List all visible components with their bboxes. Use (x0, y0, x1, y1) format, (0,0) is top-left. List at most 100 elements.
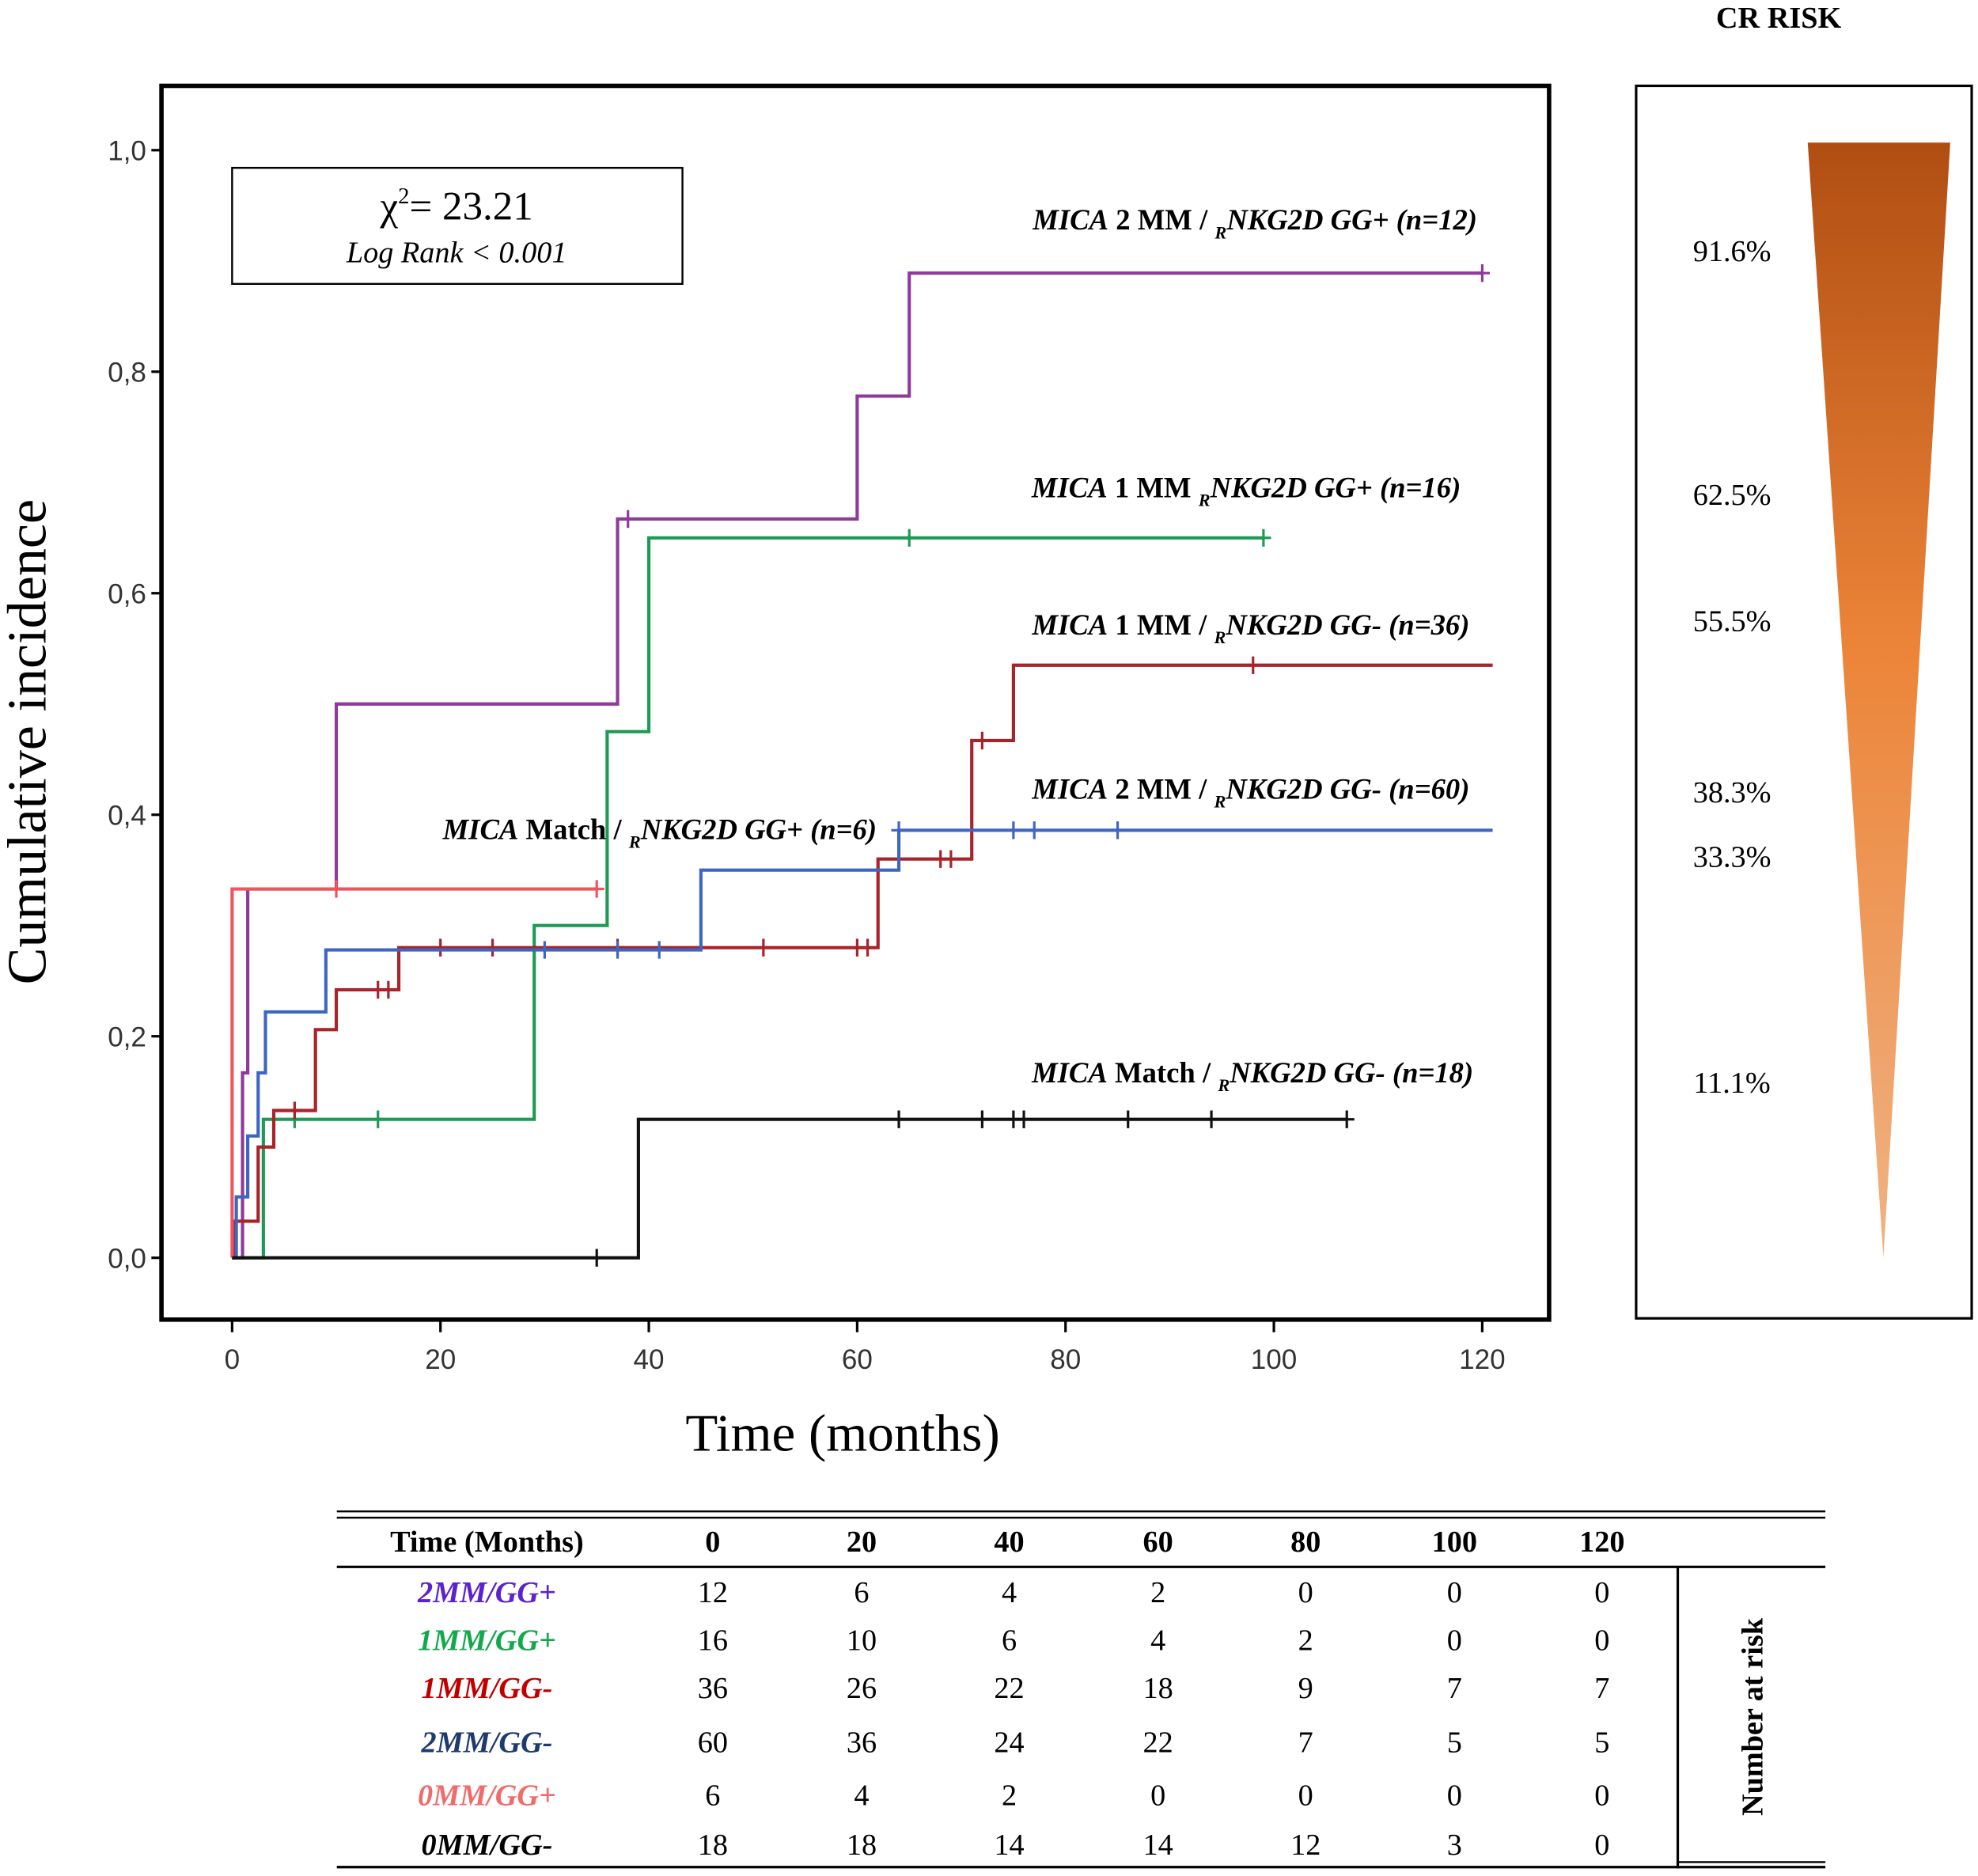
table-cell: 5 (1594, 1726, 1609, 1760)
x-tick-label: 80 (1050, 1344, 1081, 1375)
table-cell: 18 (847, 1829, 877, 1862)
table-cell: 6 (854, 1576, 869, 1609)
series-0mm-gg- (232, 1110, 1355, 1267)
row-label: 1MM/GG+ (418, 1624, 556, 1658)
label-gene: MICA (1031, 1056, 1108, 1089)
label-genotype: NKG2D GG+ (n=12) (1226, 203, 1477, 236)
censor-mark (943, 850, 959, 868)
table-cell: 0 (1594, 1829, 1609, 1862)
censor-mark (974, 1110, 990, 1128)
x-tick-label: 100 (1251, 1344, 1298, 1375)
stats-box: χ2= 23.21 Log Rank < 0.001 (231, 166, 684, 286)
y-axis-label: Cumulative incidence (0, 499, 58, 985)
table-cell: 6 (1002, 1624, 1017, 1658)
risk-panel-frame (1635, 84, 1973, 1320)
series-label: MICA 1 MM RNKG2D GG+ (n=16) (1031, 471, 1461, 510)
table-cell: 0 (1447, 1576, 1462, 1609)
series-1mm-gg- (232, 656, 1493, 1260)
censor-mark (1120, 1110, 1136, 1128)
table-cell: 22 (1143, 1726, 1173, 1760)
label-genotype: NKG2D GG- (n=36) (1225, 608, 1469, 641)
table-cell: 0 (1150, 1779, 1165, 1813)
curves (230, 264, 1493, 1267)
table-cell: 5 (1447, 1726, 1462, 1760)
censor-mark (536, 941, 552, 959)
series-2mm-gg- (232, 821, 1493, 1260)
censor-mark (484, 938, 501, 957)
label-gene: MICA (1031, 772, 1108, 805)
label-group: 2 MM / (1108, 203, 1214, 236)
x-axis-label: Time (months) (685, 1404, 999, 1463)
label-group: 1 MM (1108, 471, 1199, 503)
censor-mark (1109, 821, 1126, 839)
label-gene: MICA (442, 813, 519, 845)
label-subscript: R (1214, 222, 1226, 242)
series-2mm-gg- (232, 264, 1490, 1260)
series-label: MICA 2 MM / RNKG2D GG+ (n=12) (1032, 203, 1477, 242)
label-subscript: R (1217, 1075, 1230, 1095)
chi-value: = 23.21 (410, 184, 533, 229)
chi-superscript: 2 (398, 184, 409, 209)
step-line (232, 536, 1264, 1260)
table-cell: 60 (698, 1726, 728, 1760)
label-gene: MICA (1032, 203, 1108, 236)
censor-mark (1474, 264, 1490, 282)
table-cell: 3 (1447, 1829, 1462, 1862)
table-cell: 4 (1150, 1624, 1165, 1658)
table-cell: 6 (705, 1779, 720, 1813)
series-0mm-gg- (230, 880, 604, 1258)
row-label: 0MM/GG- (422, 1829, 553, 1862)
x-tick-label: 120 (1459, 1344, 1506, 1375)
risk-values: 91.6% 62.5% 55.5% 38.3% 33.3% 11.1% (1693, 235, 1771, 1100)
label-genotype: NKG2D GG+ (n=16) (1210, 471, 1461, 503)
censor-mark (381, 980, 396, 999)
step-line (232, 828, 1493, 1260)
row-label: 2MM/GG+ (417, 1576, 556, 1609)
censor-mark (756, 938, 771, 957)
table-header-time: Time (Months) (390, 1525, 584, 1559)
label-gene: MICA (1031, 471, 1108, 503)
table-cell: 7 (1298, 1726, 1313, 1760)
table-cell: 14 (1143, 1829, 1173, 1862)
row-label: 1MM/GG- (422, 1672, 553, 1705)
y-tick-label: 0,6 (108, 579, 146, 610)
x-axis: 0 20 40 60 80 100 120 (225, 1319, 1506, 1375)
censor-mark (609, 941, 626, 959)
table-row: 1MM/GG+ 16 10 6 4 2 0 0 (418, 1624, 1609, 1658)
series-labels: MICA 2 MM / RNKG2D GG+ (n=12)MICA 1 MM R… (442, 203, 1477, 1095)
risk-gradient-triangle (1807, 142, 1950, 1258)
table-cell: 7 (1447, 1672, 1462, 1705)
censor-mark (974, 731, 990, 750)
row-label: 0MM/GG+ (418, 1779, 556, 1813)
x-tick-label: 0 (225, 1344, 241, 1375)
label-group: Match / (518, 813, 628, 845)
label-gene: MICA (1031, 608, 1108, 641)
table-header-time-value: 20 (847, 1525, 877, 1559)
table-cell: 2 (1298, 1624, 1313, 1658)
number-at-risk-label: Number at risk (1736, 1617, 1769, 1816)
y-tick-label: 0,4 (108, 800, 146, 831)
table-header-time-value: 80 (1290, 1525, 1321, 1559)
risk-value: 62.5% (1693, 479, 1771, 512)
series-label: MICA 1 MM / RNKG2D GG- (n=36) (1031, 608, 1469, 647)
table-cell: 9 (1298, 1672, 1313, 1705)
censor-mark (1245, 656, 1261, 674)
label-genotype: NKG2D GG- (n=18) (1229, 1056, 1473, 1089)
series-label: MICA 2 MM / RNKG2D GG- (n=60) (1031, 772, 1469, 811)
number-at-risk-table: Time (Months) Number at risk 0 20 40 60 80 10… (336, 1510, 1826, 1869)
table-cell: 4 (1002, 1576, 1017, 1609)
table-header-time-value: 100 (1432, 1525, 1477, 1559)
censor-mark (859, 938, 876, 957)
table-cell: 0 (1594, 1576, 1609, 1609)
step-line (232, 663, 1493, 1260)
label-subscript: R (628, 832, 641, 852)
censor-mark (1203, 1110, 1219, 1128)
row-label: 2MM/GG- (421, 1726, 553, 1760)
table-cell: 14 (994, 1829, 1024, 1862)
label-group: 1 MM / (1108, 608, 1214, 641)
risk-value: 91.6% (1693, 235, 1771, 268)
series-1mm-gg- (232, 529, 1271, 1260)
label-genotype: NKG2D GG- (n=60) (1225, 772, 1469, 805)
table-row: 2MM/GG+ 12 6 4 2 0 0 0 (417, 1576, 1609, 1609)
table-cell: 22 (994, 1672, 1024, 1705)
